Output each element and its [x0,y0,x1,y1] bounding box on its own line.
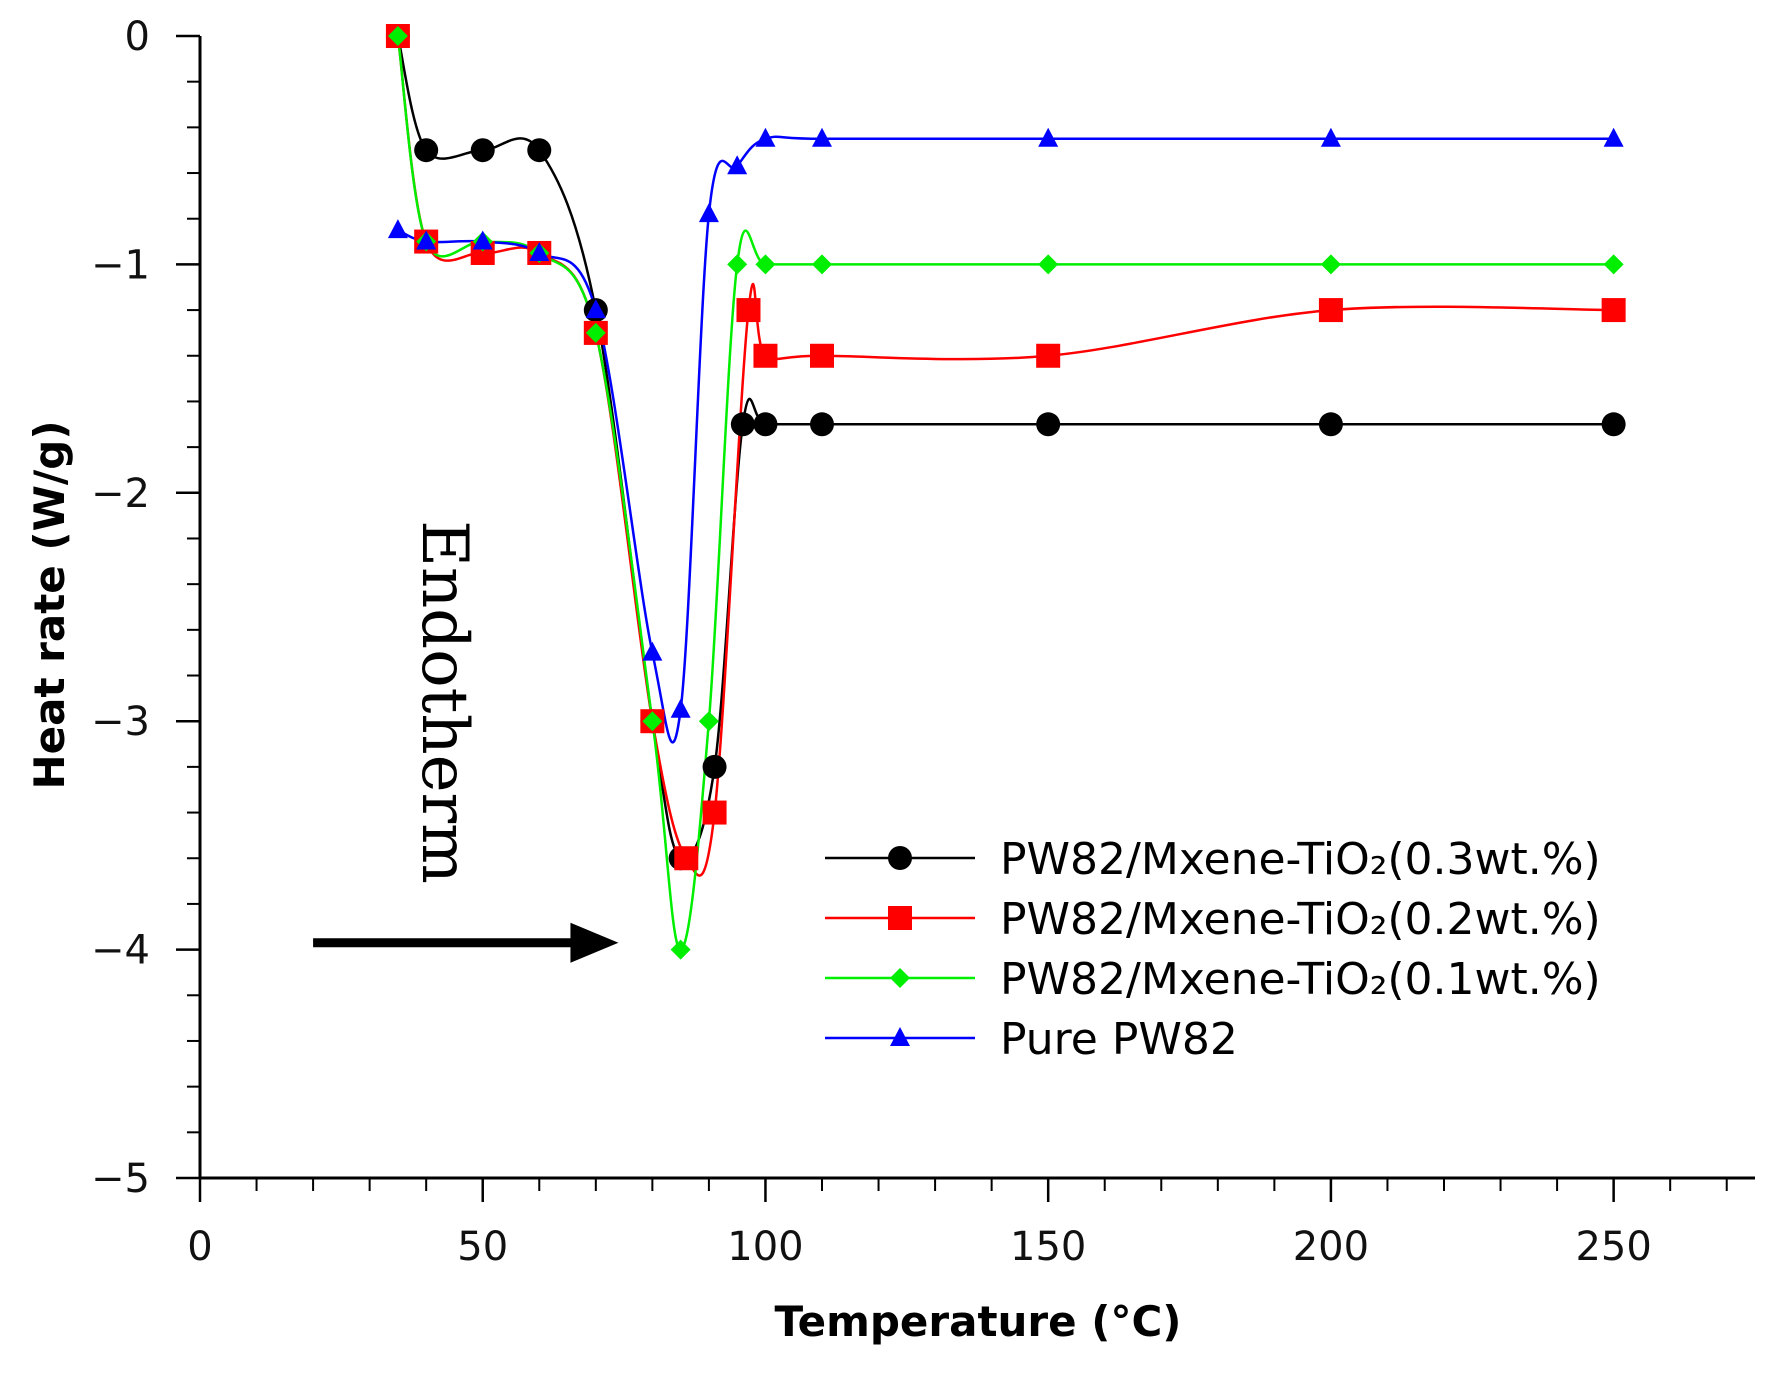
circle-marker [1601,412,1626,437]
diamond-marker [812,254,832,275]
endotherm-label: Endotherm [407,520,481,884]
circle-marker [414,138,439,163]
square-marker [674,846,699,871]
diamond-marker [698,711,719,732]
arrow-right-icon [570,922,619,963]
diamond-marker [642,711,663,732]
circle-marker [1036,412,1061,437]
diamond-marker [727,254,748,275]
triangle-marker [1603,127,1624,147]
circle-marker [527,138,552,163]
axes [198,36,1755,1180]
axis-ticks [176,34,1728,1202]
triangle-marker [698,203,719,223]
triangle-marker [727,155,748,175]
series-line [396,35,1614,951]
legend-triangle-marker [890,1027,910,1046]
legend: PW82/Mxene-TiO₂(0.3wt.%) PW82/Mxene-TiO₂(… [825,834,1601,1065]
diamond-marker [670,939,691,960]
square-marker [1318,298,1343,323]
triangle-marker [529,241,550,261]
triangle-marker [416,230,437,250]
square-marker [1036,343,1061,368]
diamond-marker [1038,254,1059,275]
square-marker [753,343,778,368]
y-tick-label: −1 [91,242,150,288]
legend-square-marker [888,906,912,930]
diamond-marker [755,254,776,275]
x-axis-title: Temperature (°C) [775,1297,1182,1346]
legend-label: PW82/Mxene-TiO₂(0.1wt.%) [1000,954,1601,1005]
y-tick-label: −3 [91,699,150,745]
x-tick-label: 150 [1010,1224,1086,1270]
legend-label: PW82/Mxene-TiO₂(0.2wt.%) [1000,894,1601,945]
legend-diamond-marker [890,968,910,988]
endotherm-arrow [313,922,619,963]
triangle-marker [1038,127,1059,147]
circle-marker [810,412,834,437]
diamond-marker [1320,254,1341,275]
circle-marker [470,138,495,163]
x-tick-label: 200 [1293,1224,1369,1270]
circle-marker [753,412,778,437]
diamond-marker [1603,254,1624,275]
y-tick-label: −2 [91,471,150,517]
circle-marker [702,754,727,779]
triangle-marker [387,219,408,239]
tick-labels: 0 50 100 150 200 250 0 −1 −2 −3 −4 −5 [91,14,1652,1270]
square-marker [702,800,727,825]
x-tick-label: 0 [187,1224,212,1270]
series-line [396,35,1614,877]
legend-label: PW82/Mxene-TiO₂(0.3wt.%) [1000,834,1601,885]
square-marker [1601,298,1626,323]
square-marker [736,298,761,323]
circle-marker [730,412,755,437]
diamond-marker [585,322,606,343]
diamond-marker [387,26,408,46]
circle-marker [1318,412,1343,437]
y-tick-label: −5 [91,1156,150,1202]
y-tick-label: −4 [91,928,150,974]
triangle-marker [585,299,606,319]
triangle-marker [1320,127,1341,147]
x-tick-label: 100 [727,1224,803,1270]
series-markers [385,24,1626,960]
triangle-marker [812,127,832,147]
triangle-marker [472,230,493,250]
y-tick-label: 0 [125,14,150,60]
x-tick-label: 50 [457,1224,508,1270]
legend-circle-marker [888,846,912,870]
triangle-marker [670,698,691,718]
legend-label: Pure PW82 [1000,1014,1238,1065]
triangle-marker [755,127,776,147]
y-axis-title: Heat rate (W/g) [25,420,74,789]
square-marker [810,343,834,368]
triangle-marker [642,641,663,661]
x-tick-label: 250 [1575,1224,1651,1270]
